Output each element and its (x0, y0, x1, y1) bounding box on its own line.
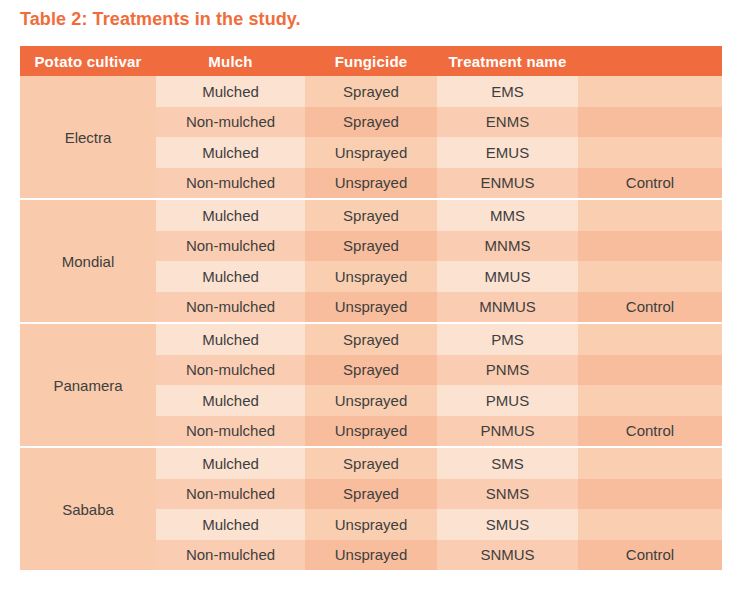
mulch-cell: Mulched (156, 137, 305, 168)
note-cell: Control (578, 168, 722, 200)
note-cell (578, 323, 722, 355)
mulch-cell: Mulched (156, 323, 305, 355)
treatment-cell: EMS (437, 76, 578, 107)
note-cell (578, 76, 722, 107)
note-cell (578, 479, 722, 510)
mulch-cell: Mulched (156, 199, 305, 231)
fungicide-cell: Sprayed (305, 355, 437, 386)
table-body: ElectraMulchedSprayedEMSNon-mulchedSpray… (20, 76, 722, 570)
note-cell (578, 231, 722, 262)
note-cell (578, 199, 722, 231)
table-row: PanameraMulchedSprayedPMS (20, 323, 722, 355)
fungicide-cell: Sprayed (305, 76, 437, 107)
mulch-cell: Mulched (156, 76, 305, 107)
note-cell (578, 385, 722, 416)
table-row: ElectraMulchedSprayedEMS (20, 76, 722, 107)
mulch-cell: Non-mulched (156, 416, 305, 448)
table-caption: Table 2: Treatments in the study. (20, 9, 301, 30)
fungicide-cell: Unsprayed (305, 137, 437, 168)
mulch-cell: Mulched (156, 447, 305, 479)
treatment-cell: ENMS (437, 107, 578, 138)
treatment-cell: SMUS (437, 509, 578, 540)
mulch-cell: Non-mulched (156, 479, 305, 510)
fungicide-cell: Unsprayed (305, 261, 437, 292)
header-row: Potato cultivar Mulch Fungicide Treatmen… (20, 46, 722, 76)
mulch-cell: Non-mulched (156, 107, 305, 138)
cultivar-cell: Mondial (20, 199, 156, 323)
fungicide-cell: Unsprayed (305, 168, 437, 200)
header-treatment-name: Treatment name (437, 46, 578, 76)
table-row: SababaMulchedSprayedSMS (20, 447, 722, 479)
treatment-cell: MNMS (437, 231, 578, 262)
treatment-cell: PMUS (437, 385, 578, 416)
note-cell (578, 261, 722, 292)
treatment-cell: MNMUS (437, 292, 578, 324)
mulch-cell: Mulched (156, 261, 305, 292)
mulch-cell: Non-mulched (156, 292, 305, 324)
fungicide-cell: Unsprayed (305, 416, 437, 448)
fungicide-cell: Unsprayed (305, 292, 437, 324)
treatment-cell: PNMUS (437, 416, 578, 448)
treatment-cell: SNMUS (437, 540, 578, 571)
note-cell (578, 447, 722, 479)
treatment-cell: EMUS (437, 137, 578, 168)
note-cell: Control (578, 416, 722, 448)
cultivar-cell: Sababa (20, 447, 156, 570)
fungicide-cell: Sprayed (305, 231, 437, 262)
treatment-cell: SMS (437, 447, 578, 479)
cultivar-cell: Panamera (20, 323, 156, 447)
treatment-cell: SNMS (437, 479, 578, 510)
treatment-cell: MMS (437, 199, 578, 231)
header-mulch: Mulch (156, 46, 305, 76)
fungicide-cell: Sprayed (305, 199, 437, 231)
header-empty (578, 46, 722, 76)
table-row: MondialMulchedSprayedMMS (20, 199, 722, 231)
header-potato-cultivar: Potato cultivar (20, 46, 156, 76)
note-cell (578, 355, 722, 386)
note-cell (578, 137, 722, 168)
treatment-cell: PMS (437, 323, 578, 355)
mulch-cell: Non-mulched (156, 168, 305, 200)
fungicide-cell: Sprayed (305, 479, 437, 510)
note-cell: Control (578, 292, 722, 324)
cultivar-cell: Electra (20, 76, 156, 199)
fungicide-cell: Unsprayed (305, 509, 437, 540)
note-cell: Control (578, 540, 722, 571)
mulch-cell: Non-mulched (156, 540, 305, 571)
header-fungicide: Fungicide (305, 46, 437, 76)
fungicide-cell: Unsprayed (305, 540, 437, 571)
fungicide-cell: Sprayed (305, 107, 437, 138)
mulch-cell: Mulched (156, 509, 305, 540)
fungicide-cell: Sprayed (305, 447, 437, 479)
fungicide-cell: Unsprayed (305, 385, 437, 416)
treatments-table: Potato cultivar Mulch Fungicide Treatmen… (20, 46, 722, 570)
treatment-cell: ENMUS (437, 168, 578, 200)
mulch-cell: Non-mulched (156, 355, 305, 386)
page: Table 2: Treatments in the study. Potato… (0, 0, 744, 594)
treatment-cell: MMUS (437, 261, 578, 292)
note-cell (578, 509, 722, 540)
treatment-cell: PNMS (437, 355, 578, 386)
mulch-cell: Non-mulched (156, 231, 305, 262)
mulch-cell: Mulched (156, 385, 305, 416)
note-cell (578, 107, 722, 138)
fungicide-cell: Sprayed (305, 323, 437, 355)
